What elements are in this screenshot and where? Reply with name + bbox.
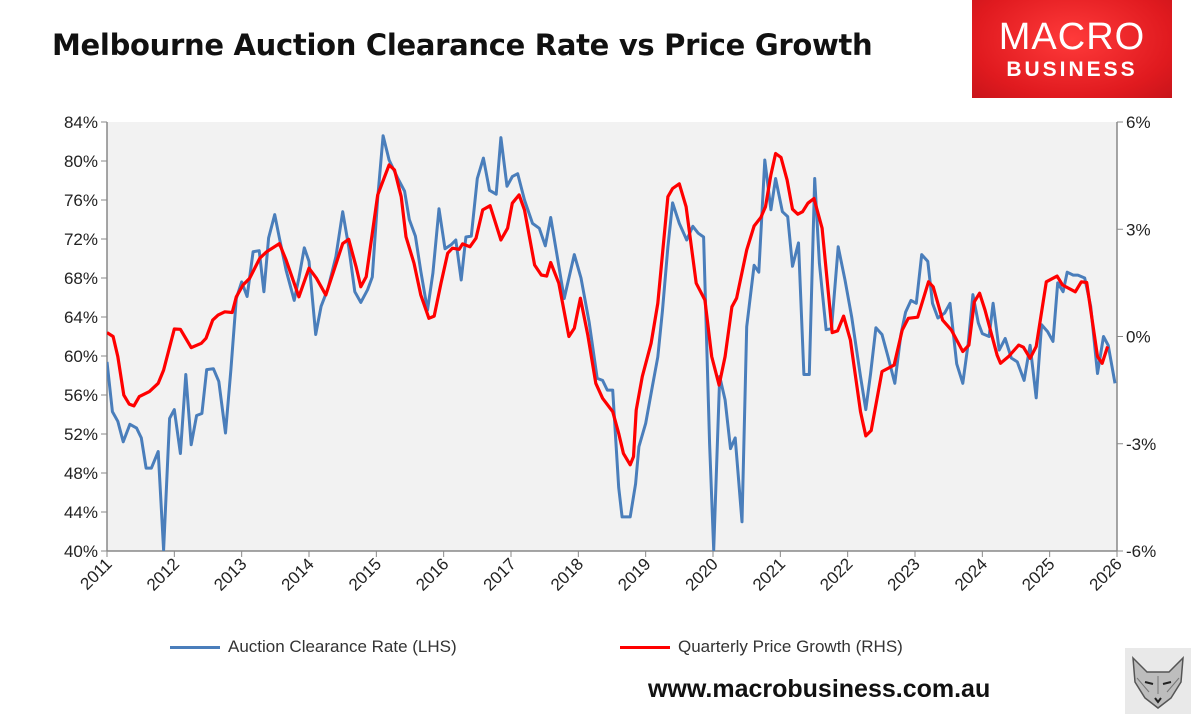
x-tick-label: 2015 [345,554,385,594]
legend-label: Quarterly Price Growth (RHS) [678,637,903,656]
left-tick-label: 68% [64,269,98,288]
legend-item-clearance-rate: Auction Clearance Rate (LHS) [170,637,457,657]
left-tick-label: 72% [64,230,98,249]
legend-label: Auction Clearance Rate (LHS) [228,637,457,656]
right-tick-label: -6% [1126,542,1156,561]
x-tick-label: 2025 [1018,554,1058,594]
x-tick-label: 2012 [143,554,183,594]
right-tick-label: 6% [1126,113,1151,132]
left-tick-label: 80% [64,152,98,171]
logo-line-1: MACRO [998,16,1146,58]
legend-swatch-red [620,646,670,650]
x-tick-label: 2016 [412,554,452,594]
left-tick-label: 64% [64,308,98,327]
x-tick-label: 2018 [547,554,587,594]
left-tick-label: 56% [64,386,98,405]
right-tick-label: -3% [1126,435,1156,454]
series-line-price-growth [107,151,1110,467]
left-tick-label: 76% [64,191,98,210]
fox-mascot-icon [1125,648,1191,714]
x-tick-label: 2026 [1086,554,1126,594]
chart-title: Melbourne Auction Clearance Rate vs Pric… [52,28,873,62]
left-tick-label: 40% [64,542,98,561]
x-tick-label: 2019 [614,554,654,594]
left-tick-label: 48% [64,464,98,483]
series-line-clearance-rate [107,134,1117,551]
footer-url: www.macrobusiness.com.au [648,675,991,703]
logo-line-2: BUSINESS [1006,58,1138,81]
x-tick-label: 2014 [278,554,318,594]
x-tick-label: 2020 [682,554,722,594]
right-tick-label: 3% [1126,220,1151,239]
left-tick-label: 60% [64,347,98,366]
x-tick-label: 2017 [480,554,520,594]
legend-item-price-growth: Quarterly Price Growth (RHS) [620,637,903,657]
x-tick-label: 2024 [951,554,991,594]
left-tick-label: 84% [64,113,98,132]
legend-swatch-blue [170,646,220,650]
x-tick-label: 2023 [884,554,924,594]
plot-area [107,122,1117,551]
x-tick-label: 2013 [210,554,250,594]
right-tick-label: 0% [1126,328,1151,347]
x-tick-label: 2022 [816,554,856,594]
macrobusiness-logo: MACRO BUSINESS [972,0,1172,98]
left-tick-label: 52% [64,425,98,444]
x-tick-label: 2021 [749,554,789,594]
left-tick-label: 44% [64,503,98,522]
